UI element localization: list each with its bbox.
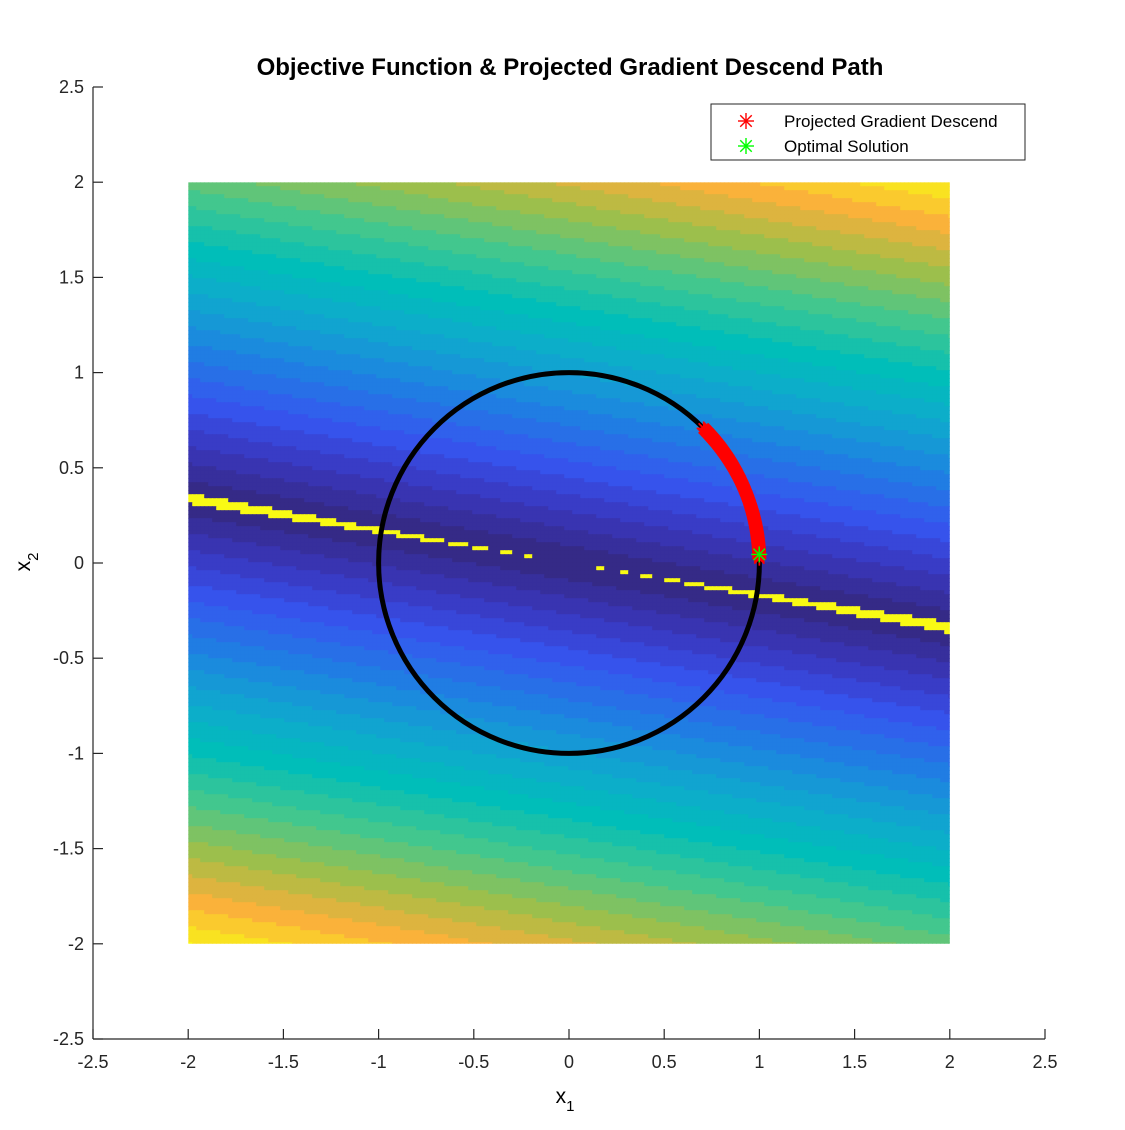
- y-tick-label: -1.5: [53, 839, 84, 859]
- x-tick-label: 1: [754, 1052, 764, 1072]
- x-tick-label: -0.5: [458, 1052, 489, 1072]
- y-tick-label: -2.5: [53, 1029, 84, 1049]
- y-tick-label: 1.5: [59, 267, 84, 287]
- y-tick-label: 2.5: [59, 77, 84, 97]
- legend-label: Projected Gradient Descend: [784, 112, 998, 131]
- x-tick-label: 0.5: [652, 1052, 677, 1072]
- x-tick-label: 1.5: [842, 1052, 867, 1072]
- x-tick-label: 0: [564, 1052, 574, 1072]
- x-tick-label: -2: [180, 1052, 196, 1072]
- chart-title: Objective Function & Projected Gradient …: [257, 54, 884, 81]
- legend-marker: [738, 138, 754, 154]
- x-tick-label: 2: [945, 1052, 955, 1072]
- optimal-solution-marker: [751, 546, 767, 562]
- y-tick-label: -2: [68, 934, 84, 954]
- y-tick-label: 0: [74, 553, 84, 573]
- y-tick-label: 0.5: [59, 458, 84, 478]
- x-tick-label: -1.5: [268, 1052, 299, 1072]
- y-axis: -2.5 -2 -1.5 -1 -0.5 0 0.5 1 1.5 2 2.5: [53, 77, 103, 1049]
- x-tick-label: 2.5: [1032, 1052, 1057, 1072]
- x-axis-label: x1: [556, 1085, 575, 1115]
- legend: Projected Gradient Descend Optimal Soluti…: [711, 104, 1025, 160]
- optimal-point: [751, 546, 767, 562]
- x-axis: -2.5 -2 -1.5 -1 -0.5 0 0.5 1 1.5 2 2.5: [77, 1029, 1057, 1072]
- legend-label: Optimal Solution: [784, 137, 909, 156]
- x-tick-label: -1: [371, 1052, 387, 1072]
- x-tick-label: -2.5: [77, 1052, 108, 1072]
- legend-marker: [738, 113, 754, 129]
- y-tick-label: 1: [74, 363, 84, 383]
- y-axis-label: x2: [12, 553, 42, 572]
- y-tick-label: -0.5: [53, 648, 84, 668]
- objective-contour-field: [188, 182, 953, 947]
- y-tick-label: 2: [74, 172, 84, 192]
- y-tick-label: -1: [68, 743, 84, 763]
